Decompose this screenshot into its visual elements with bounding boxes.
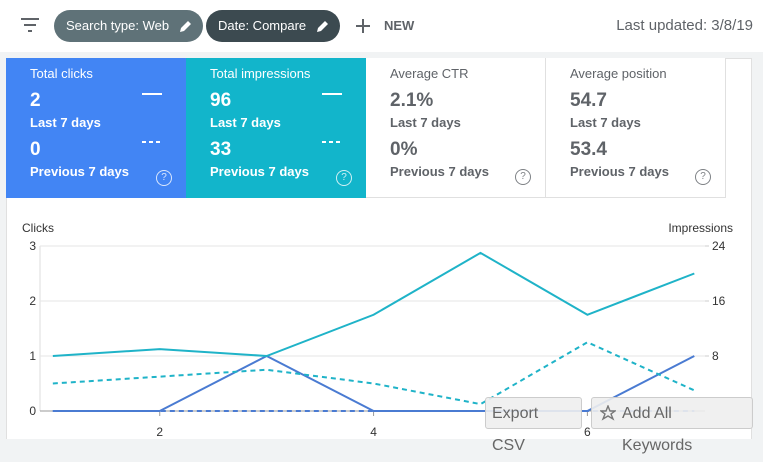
card-value: 54.7: [570, 90, 607, 111]
new-button[interactable]: NEW: [354, 10, 414, 42]
y2-tick-label: 8: [712, 349, 719, 363]
metric-card[interactable]: Total clicks 2 Last 7 days 0 Previous 7 days…: [6, 58, 186, 198]
card-title: Total impressions: [210, 66, 311, 81]
card-prev-period: Previous 7 days: [210, 164, 309, 179]
x-tick-label: 6: [584, 425, 591, 439]
card-title: Average CTR: [390, 66, 469, 81]
y-tick-label: 2: [29, 294, 36, 308]
card-prev-value: 33: [210, 139, 232, 160]
plus-icon: [356, 19, 370, 33]
solid-marker: [322, 93, 342, 95]
y2-axis-label: Impressions: [668, 221, 733, 235]
card-prev-value: 0%: [390, 139, 418, 160]
export-button[interactable]: Export CSV: [485, 397, 582, 454]
chip-label: Date: Compare: [218, 18, 307, 33]
chip[interactable]: Search type: Web: [54, 10, 204, 42]
solid-marker: [142, 93, 162, 95]
card-value: 2: [30, 90, 41, 111]
series-line: [52, 251, 695, 358]
x-tick-label: 2: [156, 425, 163, 439]
edit-icon: [317, 21, 329, 32]
series-line: [52, 341, 695, 406]
card-value: 96: [210, 90, 232, 111]
card-prev-value: 0: [30, 139, 41, 160]
card-period: Last 7 days: [390, 115, 461, 130]
card-title: Total clicks: [30, 66, 93, 81]
chip-label: Search type: Web: [66, 18, 170, 33]
y-tick-label: 3: [29, 239, 36, 253]
help-icon[interactable]: ?: [156, 170, 172, 186]
chip[interactable]: Date: Compare: [206, 10, 341, 42]
button-label: Add All Keywords: [622, 405, 693, 454]
help-icon[interactable]: ?: [515, 169, 531, 185]
dashed-marker: [142, 141, 162, 143]
card-title: Average position: [570, 66, 667, 81]
card-prev-period: Previous 7 days: [30, 164, 129, 179]
card-period: Last 7 days: [30, 115, 101, 130]
y2-tick-label: 24: [712, 239, 726, 253]
y-tick-label: 0: [29, 404, 36, 418]
toolbar: Search type: Web Date: Compare NEW Last …: [0, 0, 763, 52]
card-period: Last 7 days: [210, 115, 281, 130]
edit-icon: [180, 21, 192, 32]
metric-card[interactable]: Average CTR 2.1% Last 7 days 0% Previous 7 d…: [366, 58, 546, 198]
card-prev-period: Previous 7 days: [570, 164, 669, 179]
y2-tick-label: 16: [712, 294, 726, 308]
dashed-marker: [322, 141, 342, 143]
help-icon[interactable]: ?: [336, 170, 352, 186]
last-updated: Last updated: 3/8/19: [616, 17, 753, 34]
x-tick-label: 4: [370, 425, 377, 439]
metric-card[interactable]: Average position 54.7 Last 7 days 53.4 Previ…: [546, 58, 726, 198]
card-prev-value: 53.4: [570, 139, 607, 160]
y-axis-label: Clicks: [22, 221, 54, 235]
star-icon: [600, 405, 616, 421]
card-prev-period: Previous 7 days: [390, 164, 489, 179]
y-tick-label: 1: [29, 349, 36, 363]
metric-card[interactable]: Total impressions 96 Last 7 days 33 Previous…: [186, 58, 366, 198]
filter-icon[interactable]: [20, 17, 40, 33]
card-period: Last 7 days: [570, 115, 641, 130]
help-icon[interactable]: ?: [695, 169, 711, 185]
new-label: NEW: [384, 18, 415, 33]
add-keywords-button[interactable]: Add All Keywords: [591, 397, 753, 454]
card-value: 2.1%: [390, 90, 434, 111]
